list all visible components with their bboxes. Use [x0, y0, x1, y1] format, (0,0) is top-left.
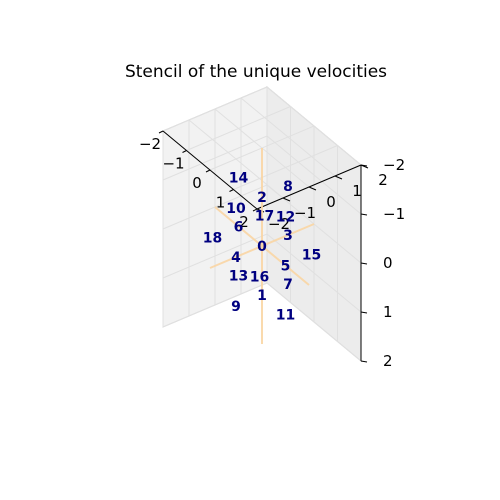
x-tick-label: 2	[239, 213, 249, 231]
x-tick-mark	[252, 208, 258, 212]
velocity-label-15: 15	[302, 248, 321, 264]
y-tick-label: −2	[268, 215, 290, 233]
velocity-label-18: 18	[203, 231, 222, 247]
velocity-label-11: 11	[276, 308, 295, 324]
velocity-label-1: 1	[257, 288, 267, 304]
x-tick-label: 0	[192, 174, 202, 192]
y-tick-label: 0	[326, 193, 336, 211]
y-tick-mark	[308, 186, 317, 191]
gridline	[162, 233, 268, 279]
x-tick-mark	[205, 169, 211, 173]
z-tick-label: −2	[383, 156, 405, 174]
y-tick-label: 1	[352, 182, 362, 200]
velocity-label-17: 17	[255, 209, 274, 225]
velocity-label-7: 7	[283, 277, 293, 293]
y-tick-label: −1	[294, 204, 316, 222]
y-tick-label: 2	[378, 171, 388, 189]
z-tick-label: −1	[383, 205, 405, 223]
gridline	[266, 233, 362, 313]
z-tick-mark	[360, 360, 368, 363]
y-tick-mark	[282, 197, 291, 202]
velocity-label-10: 10	[226, 201, 246, 217]
velocity-label-3: 3	[283, 228, 293, 244]
z-tick-mark	[360, 262, 368, 265]
y-tick-mark	[334, 175, 343, 180]
z-tick-label: 0	[383, 254, 393, 272]
z-tick-label: 1	[383, 303, 393, 321]
gridline	[162, 282, 268, 328]
gridline	[266, 282, 362, 362]
gridline	[240, 97, 336, 177]
velocity-label-8: 8	[283, 179, 293, 195]
x-tick-mark	[182, 150, 187, 153]
x-tick-mark	[229, 189, 234, 192]
z-tick-mark	[360, 213, 368, 216]
velocity-label-4: 4	[231, 250, 241, 266]
x-tick-label: 1	[216, 194, 226, 212]
gridline	[233, 145, 338, 190]
velocity-label-5: 5	[281, 259, 291, 275]
gridline	[266, 86, 362, 166]
z-tick-label: 2	[383, 352, 393, 370]
velocity-label-13: 13	[229, 269, 248, 285]
velocity-label-12: 12	[276, 210, 295, 226]
velocity-label-2: 2	[257, 190, 267, 206]
velocity-label-0: 0	[257, 239, 267, 255]
velocity-label-9: 9	[231, 299, 241, 315]
x-tick-mark	[158, 130, 164, 134]
chart-title: Stencil of the unique velocities	[124, 62, 388, 82]
z-tick-mark	[360, 164, 368, 167]
x-tick-label: −1	[162, 155, 184, 173]
velocity-label-14: 14	[229, 171, 249, 187]
velocity-label-16: 16	[250, 270, 269, 286]
velocity-label-6: 6	[234, 220, 244, 236]
x-tick-label: −2	[139, 135, 161, 153]
z-tick-mark	[360, 311, 368, 314]
